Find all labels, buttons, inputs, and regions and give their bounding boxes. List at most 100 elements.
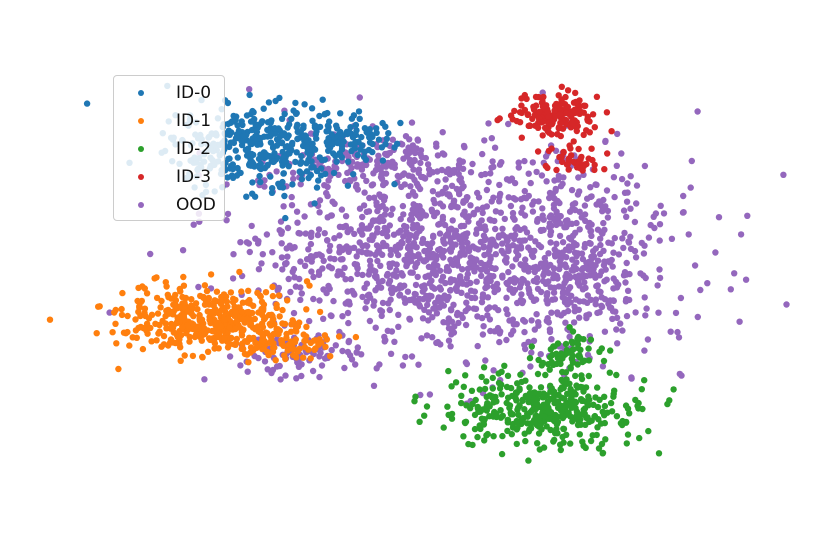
point-id-3 [586, 129, 593, 136]
point-id-1 [232, 325, 239, 333]
point-ood [223, 217, 230, 224]
point-ood [449, 217, 456, 224]
point-ood [377, 262, 384, 269]
point-ood [466, 259, 473, 267]
point-ood [409, 206, 416, 213]
point-ood [514, 299, 521, 307]
point-ood [596, 198, 603, 205]
point-id-0 [297, 160, 304, 167]
point-ood [626, 296, 633, 304]
point-ood [429, 284, 436, 291]
point-ood [568, 186, 576, 194]
point-id-2 [531, 389, 538, 396]
point-id-0 [363, 129, 370, 136]
point-id-1 [247, 344, 255, 351]
point-id-1 [179, 323, 186, 331]
point-id-1 [272, 357, 279, 364]
point-ood [641, 347, 648, 354]
point-id-0 [316, 154, 323, 161]
point-id-0 [288, 115, 295, 123]
point-id-0 [379, 157, 387, 164]
point-id-0 [382, 141, 389, 148]
point-id-2 [495, 370, 502, 377]
point-ood [560, 174, 567, 181]
point-ood [387, 350, 395, 357]
point-ood [543, 178, 550, 185]
point-ood [523, 229, 531, 236]
point-ood [399, 362, 407, 369]
point-id-0 [229, 174, 237, 181]
point-ood [474, 342, 481, 350]
point-ood [581, 240, 589, 248]
point-id-2 [585, 372, 592, 380]
point-id-2 [624, 405, 632, 412]
point-ood [339, 347, 346, 355]
point-ood [147, 250, 154, 258]
point-ood [359, 293, 366, 301]
point-ood [425, 309, 433, 316]
point-ood [656, 266, 663, 273]
point-ood [316, 297, 323, 304]
point-id-1 [323, 336, 331, 343]
point-ood [556, 232, 564, 240]
point-id-0 [279, 162, 286, 169]
point-ood [323, 189, 330, 197]
point-ood [491, 144, 499, 151]
point-id-3 [511, 107, 518, 115]
point-ood [399, 171, 406, 179]
point-id-1 [181, 352, 188, 359]
point-id-0 [231, 116, 238, 123]
point-ood [594, 257, 602, 264]
point-ood [473, 226, 481, 233]
point-ood [685, 231, 692, 238]
point-id-3 [534, 124, 542, 131]
point-ood [499, 225, 506, 232]
point-ood [316, 197, 324, 204]
point-id-1 [195, 325, 202, 332]
point-ood [603, 276, 610, 283]
point-id-0 [224, 174, 231, 181]
point-id-2 [635, 405, 642, 412]
point-ood [450, 261, 457, 268]
point-id-2 [574, 416, 582, 423]
point-ood [345, 338, 352, 346]
point-ood [505, 120, 512, 128]
point-ood [487, 272, 494, 279]
point-id-2 [546, 415, 553, 422]
point-ood [423, 332, 431, 339]
point-id-1 [327, 353, 334, 360]
point-ood [365, 208, 373, 215]
point-id-3 [538, 119, 546, 126]
point-id-0 [232, 147, 239, 154]
point-ood [459, 245, 466, 252]
point-ood [230, 251, 237, 258]
point-ood [611, 234, 618, 242]
point-id-0 [249, 179, 256, 186]
point-ood [521, 328, 528, 336]
point-id-0 [321, 111, 328, 118]
point-id-1 [244, 351, 251, 358]
point-ood [694, 108, 701, 115]
point-id-2 [526, 354, 534, 362]
point-ood [480, 232, 488, 239]
point-ood [285, 275, 292, 283]
point-id-1 [254, 323, 261, 330]
point-id-3 [589, 111, 597, 118]
point-ood [537, 351, 544, 358]
point-ood [445, 337, 453, 344]
point-ood [359, 271, 366, 279]
point-id-0 [352, 121, 360, 129]
point-id-0 [234, 134, 241, 142]
point-id-0 [383, 135, 390, 142]
point-id-2 [574, 344, 582, 352]
point-id-0 [292, 99, 299, 107]
point-id-1 [238, 332, 246, 339]
point-id-0 [256, 172, 263, 180]
point-id-1 [177, 357, 184, 364]
point-ood [447, 286, 454, 294]
point-ood [614, 130, 621, 138]
point-ood [660, 210, 668, 217]
point-id-1 [215, 310, 223, 317]
point-id-2 [586, 396, 593, 403]
point-id-2 [599, 449, 607, 457]
